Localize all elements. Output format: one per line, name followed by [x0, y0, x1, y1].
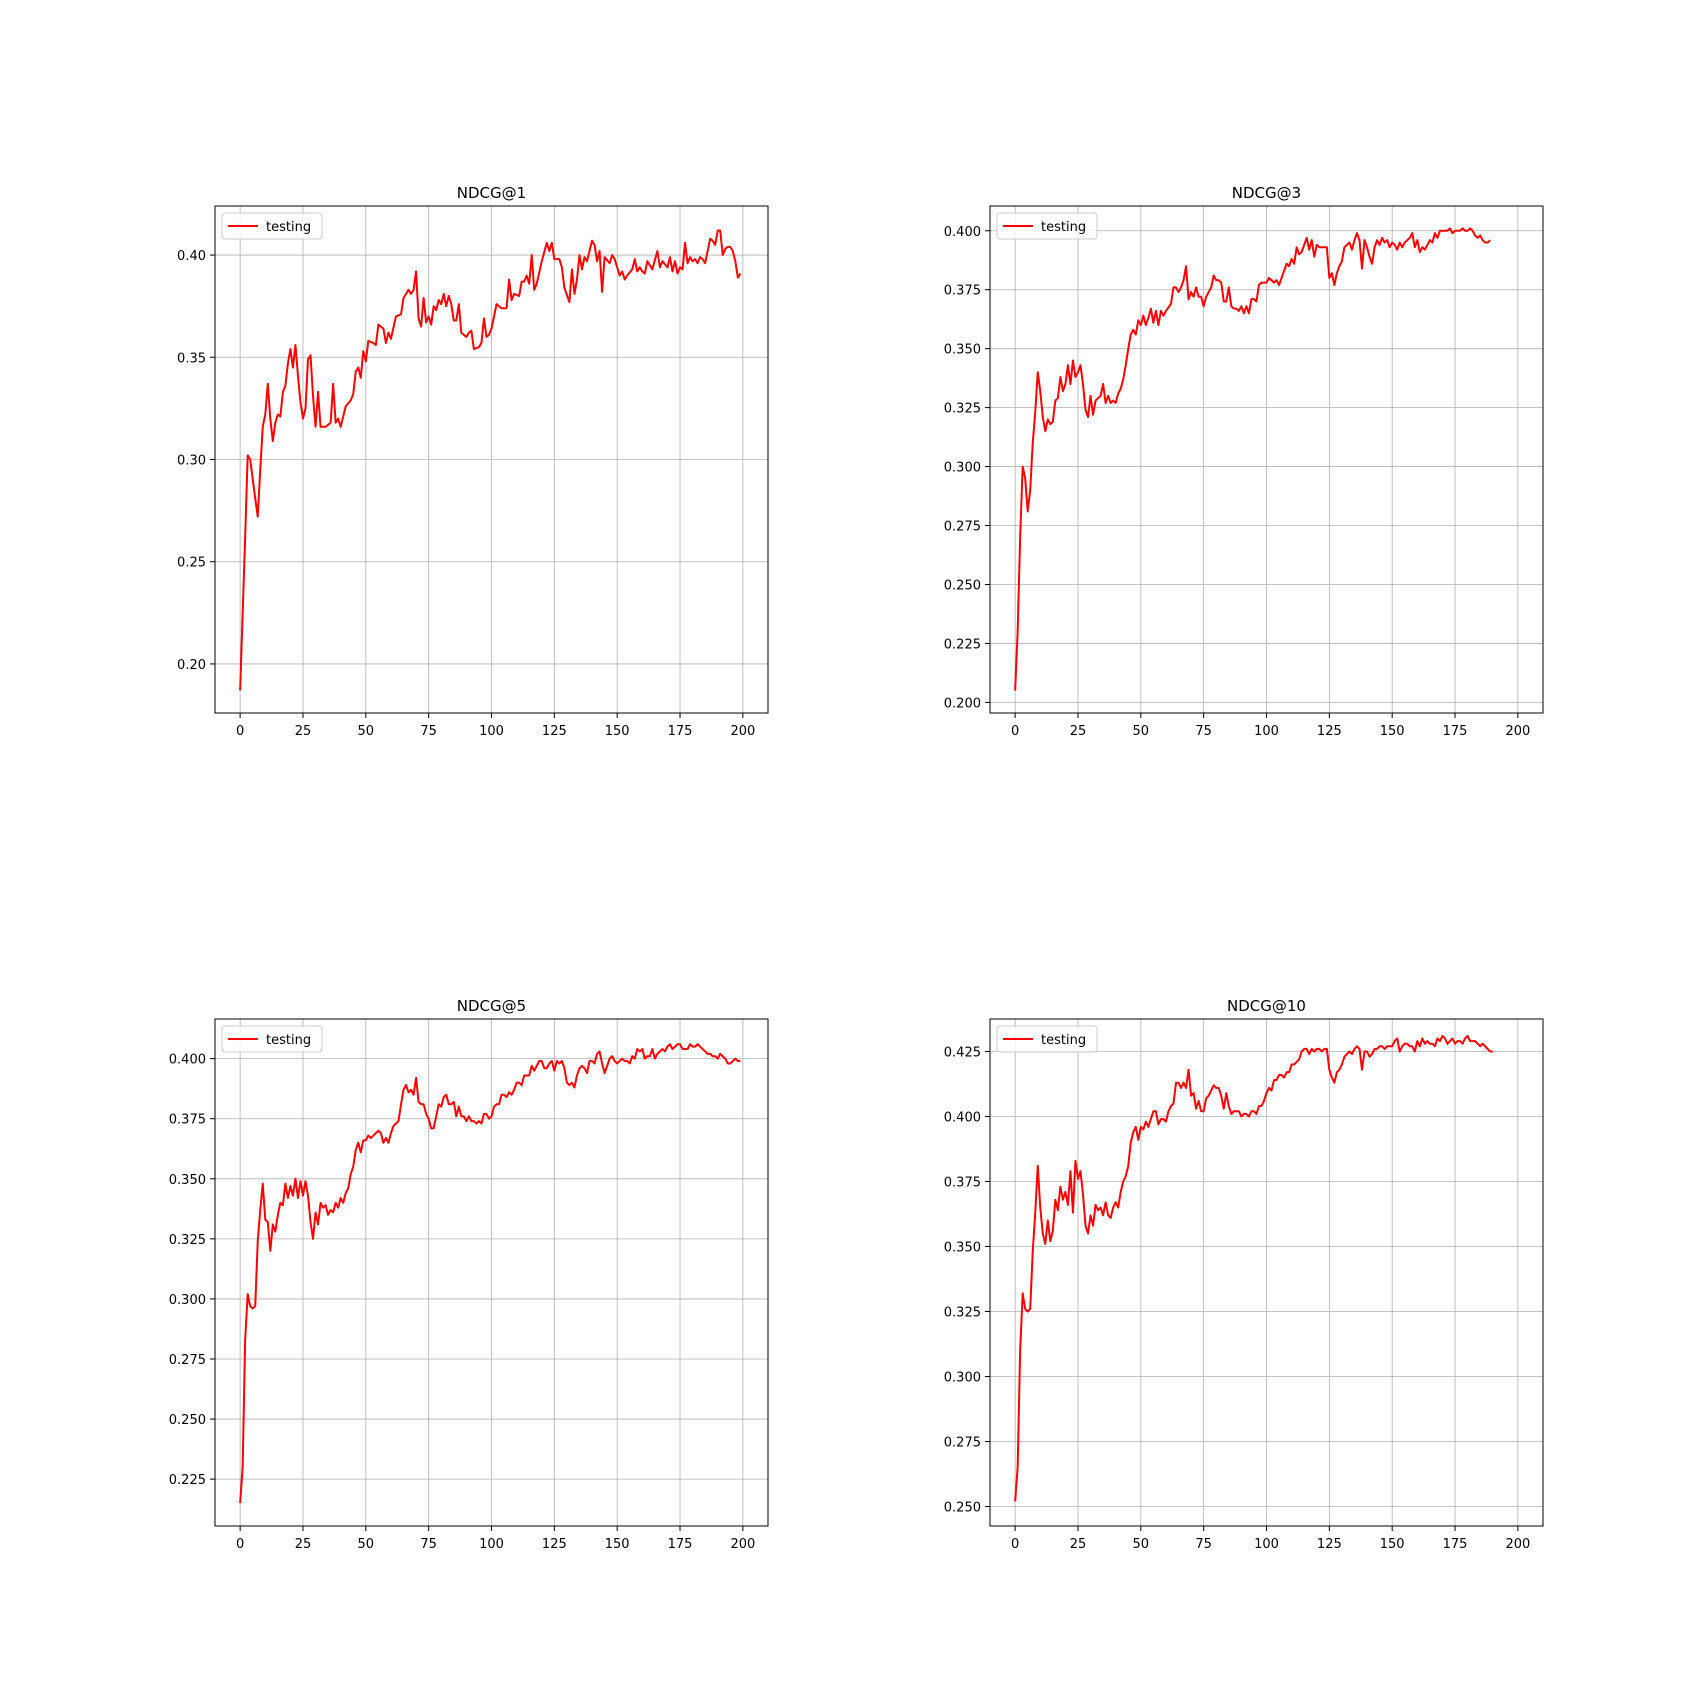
y-tick-label: 0.300 [944, 1371, 981, 1386]
x-tick-label: 100 [1254, 1537, 1279, 1552]
y-tick-label: 0.375 [944, 284, 981, 299]
x-tick-label: 75 [420, 724, 437, 739]
x-tick-label: 150 [605, 724, 630, 739]
y-tick-label: 0.350 [944, 1241, 981, 1256]
y-tick-label: 0.25 [177, 556, 206, 571]
y-tick-label: 0.275 [944, 1436, 981, 1451]
y-tick-label: 0.325 [944, 1306, 981, 1321]
legend: testing [221, 212, 323, 240]
legend-box [221, 1025, 323, 1053]
x-tick-label: 125 [1317, 724, 1342, 739]
y-tick-label: 0.325 [944, 402, 981, 417]
legend-box [996, 212, 1098, 240]
legend-label: testing [1041, 220, 1086, 235]
legend: testing [221, 1025, 323, 1053]
chart-1: 0 25 50 75 100 125 150 175 200 0.20 0.25 0.30 0.35 0.… [177, 184, 769, 739]
x-tick-label: 75 [420, 1537, 437, 1552]
x-tick-label: 175 [1443, 1537, 1468, 1552]
y-tick-label: 0.225 [169, 1473, 206, 1488]
x-tick-label: 175 [668, 1537, 693, 1552]
y-tick-label: 0.350 [169, 1173, 206, 1188]
legend-label: testing [266, 220, 311, 235]
y-tick-label: 0.300 [944, 461, 981, 476]
x-tick-label: 150 [1380, 1537, 1405, 1552]
y-tick-label: 0.200 [944, 696, 981, 711]
x-tick-label: 75 [1195, 724, 1212, 739]
series-line-testing [1014, 1034, 1493, 1502]
y-tick-label: 0.400 [944, 225, 981, 240]
x-tick-label: 200 [730, 1537, 755, 1552]
y-tick-label: 0.225 [944, 637, 981, 652]
x-tick-label: 200 [730, 724, 755, 739]
x-tick-label: 200 [1505, 1537, 1530, 1552]
x-tick-label: 25 [295, 1537, 312, 1552]
legend-label: testing [266, 1033, 311, 1048]
x-tick-label: 0 [1011, 724, 1019, 739]
x-tick-label: 200 [1505, 724, 1530, 739]
y-tick-label: 0.425 [944, 1046, 981, 1061]
x-tick-label: 100 [479, 724, 504, 739]
chart-title: NDCG@10 [1227, 997, 1306, 1015]
x-tick-label: 0 [236, 1537, 244, 1552]
y-tick-label: 0.400 [944, 1111, 981, 1126]
x-tick-label: 25 [295, 724, 312, 739]
x-tick-label: 125 [1317, 1537, 1342, 1552]
y-tick-label: 0.375 [169, 1113, 206, 1128]
x-tick-label: 125 [542, 724, 567, 739]
y-tick-label: 0.40 [177, 249, 206, 264]
x-tick-label: 150 [605, 1537, 630, 1552]
x-tick-label: 0 [1011, 1537, 1019, 1552]
x-tick-label: 75 [1195, 1537, 1212, 1552]
x-tick-label: 25 [1070, 1537, 1087, 1552]
x-tick-label: 25 [1070, 724, 1087, 739]
legend-label: testing [1041, 1033, 1086, 1048]
x-tick-label: 175 [668, 724, 693, 739]
legend: testing [996, 212, 1098, 240]
y-tick-label: 0.35 [177, 351, 206, 366]
y-tick-label: 0.300 [169, 1293, 206, 1308]
y-tick-label: 0.275 [944, 520, 981, 535]
chart-3: 0 25 50 75 100 125 150 175 200 0.225 0.250 0.275 0.3… [169, 997, 769, 1552]
series-line-testing [1014, 227, 1491, 691]
y-tick-label: 0.20 [177, 658, 206, 673]
y-tick-label: 0.325 [169, 1233, 206, 1248]
x-tick-label: 150 [1380, 724, 1405, 739]
legend-box [221, 212, 323, 240]
series-line-testing [239, 1043, 741, 1504]
x-tick-label: 50 [1133, 724, 1150, 739]
y-tick-label: 0.400 [169, 1053, 206, 1068]
x-tick-label: 50 [358, 724, 375, 739]
y-tick-label: 0.375 [944, 1176, 981, 1191]
x-tick-label: 100 [1254, 724, 1279, 739]
series-line-testing [239, 229, 742, 691]
x-tick-label: 50 [358, 1537, 375, 1552]
chart-2: 0 25 50 75 100 125 150 175 200 0.200 0.225 0.250 0.2… [944, 184, 1544, 739]
y-tick-label: 0.275 [169, 1353, 206, 1368]
y-tick-label: 0.250 [944, 1501, 981, 1516]
x-tick-label: 125 [542, 1537, 567, 1552]
chart-4: 0 25 50 75 100 125 150 175 200 0.250 0.275 0.300 0.3… [944, 997, 1544, 1552]
x-tick-label: 50 [1133, 1537, 1150, 1552]
x-tick-label: 175 [1443, 724, 1468, 739]
x-tick-label: 0 [236, 724, 244, 739]
y-tick-label: 0.30 [177, 454, 206, 469]
chart-title: NDCG@3 [1232, 184, 1301, 202]
chart-title: NDCG@1 [457, 184, 526, 202]
x-tick-label: 100 [479, 1537, 504, 1552]
y-tick-label: 0.250 [169, 1413, 206, 1428]
y-tick-label: 0.350 [944, 343, 981, 358]
chart-title: NDCG@5 [457, 997, 526, 1015]
legend: testing [996, 1025, 1098, 1053]
y-tick-label: 0.250 [944, 578, 981, 593]
legend-box [996, 1025, 1098, 1053]
